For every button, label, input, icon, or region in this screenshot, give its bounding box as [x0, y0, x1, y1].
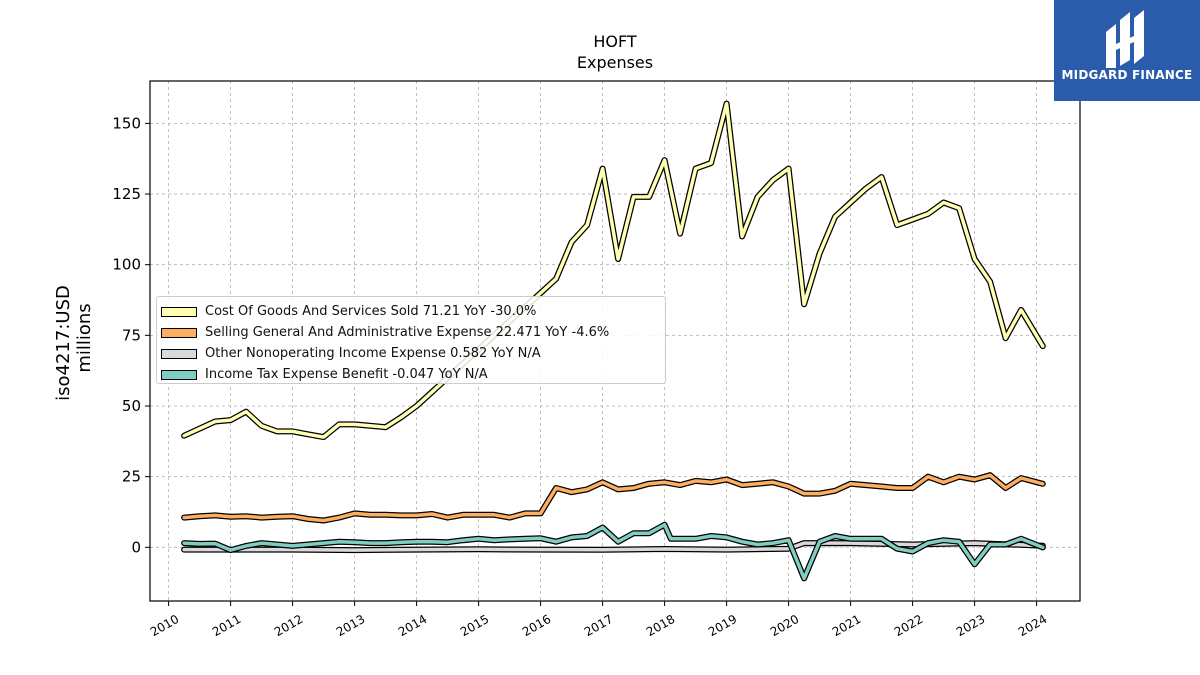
series-line-income-tax-expense-benefit — [182, 522, 1045, 581]
y-axis-label: iso4217:USD — [53, 285, 74, 401]
x-tick-label: 2015 — [458, 612, 491, 639]
legend: Cost Of Goods And Services Sold 71.21 Yo… — [156, 296, 666, 384]
legend-item-other: Other Nonoperating Income Expense 0.582 … — [161, 343, 665, 364]
y-tick-label: 25 — [122, 468, 141, 486]
x-tick-label: 2020 — [768, 612, 801, 639]
legend-item-sga: Selling General And Administrative Expen… — [161, 322, 665, 343]
x-tick-label: 2016 — [520, 612, 553, 639]
x-tick-label: 2017 — [582, 612, 615, 639]
x-tick-label: 2010 — [148, 612, 181, 639]
x-tick-label: 2021 — [830, 612, 863, 639]
series-line-other-nonoperating-income-expense — [182, 541, 1045, 552]
legend-swatch-other — [161, 348, 197, 359]
legend-label-other: Other Nonoperating Income Expense 0.582 … — [205, 346, 541, 361]
legend-label-cogs: Cost Of Goods And Services Sold 71.21 Yo… — [205, 304, 537, 319]
legend-item-tax: Income Tax Expense Benefit -0.047 YoY N/… — [161, 364, 665, 385]
series-layer — [181, 100, 1046, 582]
y-tick-label: 125 — [112, 185, 141, 203]
chart-subtitle: Expenses — [577, 53, 653, 72]
x-tick-label: 2022 — [892, 612, 925, 639]
legend-item-cogs: Cost Of Goods And Services Sold 71.21 Yo… — [161, 301, 665, 322]
legend-swatch-tax — [161, 369, 197, 380]
chart-title: HOFT — [593, 32, 637, 51]
legend-label-tax: Income Tax Expense Benefit -0.047 YoY N/… — [205, 367, 488, 382]
y-tick-label: 75 — [122, 326, 141, 344]
series-outline-selling-general-and-administrative-expense — [181, 472, 1046, 524]
y-axis-label-units: millions — [74, 303, 95, 372]
y-tick-label: 100 — [112, 256, 141, 274]
legend-swatch-cogs — [161, 306, 197, 317]
x-axis: 2010 2011 2012 2013 2014 2015 2016 2017 2018 2019… — [148, 601, 1049, 639]
x-tick-label: 2024 — [1016, 612, 1049, 639]
x-tick-label: 2018 — [644, 612, 677, 639]
x-tick-label: 2012 — [272, 612, 305, 639]
series-outline-cost-of-goods-and-services-sold — [181, 100, 1046, 441]
x-tick-label: 2019 — [706, 612, 739, 639]
series-line-cost-of-goods-and-services-sold — [182, 101, 1045, 439]
x-tick-label: 2013 — [334, 612, 367, 639]
y-tick-label: 0 — [131, 538, 141, 556]
legend-swatch-sga — [161, 327, 197, 338]
logo-text: MIDGARD FINANCE — [1061, 68, 1193, 82]
logo-mark-icon — [1106, 10, 1144, 68]
y-tick-label: 50 — [122, 397, 141, 415]
x-tick-label: 2011 — [210, 612, 243, 639]
x-tick-label: 2023 — [954, 612, 987, 639]
legend-label-sga: Selling General And Administrative Expen… — [205, 325, 610, 340]
plot-frame — [149, 80, 1081, 602]
y-axis: 0 25 50 75 100 125 150 — [112, 114, 150, 556]
y-tick-label: 150 — [112, 114, 141, 132]
x-tick-label: 2014 — [396, 612, 429, 639]
brand-logo: MIDGARD FINANCE — [1054, 0, 1200, 101]
series-line-selling-general-and-administrative-expense — [182, 473, 1045, 523]
